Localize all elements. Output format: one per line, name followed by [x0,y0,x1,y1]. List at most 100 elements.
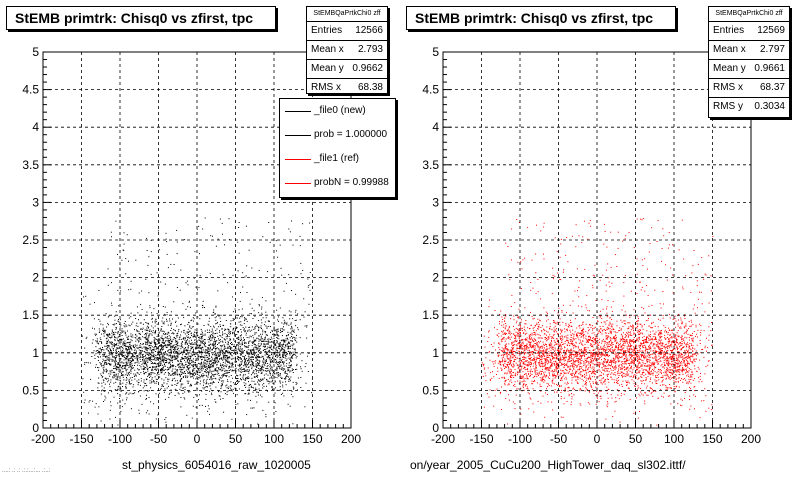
scatter-point [175,372,177,374]
scatter-point [204,341,206,343]
scatter-point [187,390,189,392]
scatter-point [190,385,192,387]
scatter-point [258,348,260,350]
scatter-point [170,338,172,340]
scatter-point [229,370,230,372]
scatter-point [167,378,169,380]
scatter-point [257,354,259,356]
scatter-point [557,365,559,367]
scatter-point [197,344,198,346]
scatter-point [251,267,253,269]
scatter-point [275,362,277,364]
scatter-point [162,361,164,363]
scatter-point [135,345,137,347]
scatter-point [162,347,164,349]
scatter-point [233,318,235,320]
scatter-point [287,346,289,348]
scatter-point [258,388,260,390]
scatter-point [201,358,203,360]
scatter-point [216,352,218,354]
scatter-point [150,342,152,344]
scatter-point [534,369,536,371]
scatter-point [271,330,273,332]
scatter-point [267,338,269,340]
scatter-point [129,347,131,349]
scatter-point [157,372,159,373]
scatter-point [138,381,140,383]
scatter-point [262,384,264,386]
scatter-point [271,344,272,346]
scatter-point [157,368,159,370]
scatter-point [285,355,287,357]
scatter-point [603,362,605,363]
scatter-point [181,369,183,370]
scatter-point [164,360,166,361]
scatter-point [188,391,190,393]
scatter-point [116,365,118,367]
scatter-point [280,344,282,346]
scatter-point [133,393,135,395]
scatter-point [136,362,138,363]
scatter-point [670,369,672,371]
scatter-point [237,381,239,383]
scatter-point [100,352,101,354]
scatter-point [282,353,284,355]
scatter-point [277,364,279,366]
scatter-point [106,348,108,350]
scatter-point [160,353,162,355]
scatter-point [238,345,239,347]
scatter-point [180,351,182,353]
scatter-point [637,326,639,327]
scatter-point [247,393,249,395]
scatter-point [212,365,213,367]
scatter-point [160,369,161,371]
scatter-point [141,403,143,405]
scatter-point [256,354,258,356]
scatter-point [238,349,240,351]
scatter-point [174,377,176,379]
scatter-point [279,342,281,343]
scatter-point [200,328,202,330]
scatter-point [551,364,553,366]
scatter-point [561,379,563,381]
scatter-point [182,372,184,374]
scatter-point [583,351,584,353]
scatter-point [259,360,261,362]
scatter-point [618,361,619,363]
scatter-point [283,354,285,356]
scatter-point [106,357,108,359]
scatter-point [211,359,213,361]
scatter-point [202,387,204,389]
scatter-point [139,338,141,340]
scatter-point [279,368,281,370]
scatter-point [584,353,586,355]
scatter-point [126,345,128,347]
scatter-point [108,333,110,335]
scatter-point [153,340,155,342]
scatter-point [228,352,230,354]
scatter-point [147,358,149,360]
scatter-point [108,345,110,347]
scatter-point [147,264,149,266]
scatter-point [267,354,269,355]
scatter-point [163,353,165,355]
scatter-point [286,373,288,375]
scatter-point [229,351,231,353]
scatter-point [275,369,277,371]
scatter-point [266,380,268,382]
scatter-point [672,354,674,356]
scatter-point [548,367,550,369]
scatter-point [178,339,180,340]
scatter-point [253,310,255,312]
scatter-point [283,350,285,352]
scatter-point [304,366,306,368]
scatter-point [207,361,209,363]
scatter-point [190,376,191,378]
scatter-point [95,333,97,335]
scatter-point [239,357,241,359]
scatter-point [546,375,548,377]
scatter-point [175,346,177,348]
scatter-point [109,383,110,385]
scatter-point [252,343,254,344]
scatter-point [116,323,117,325]
